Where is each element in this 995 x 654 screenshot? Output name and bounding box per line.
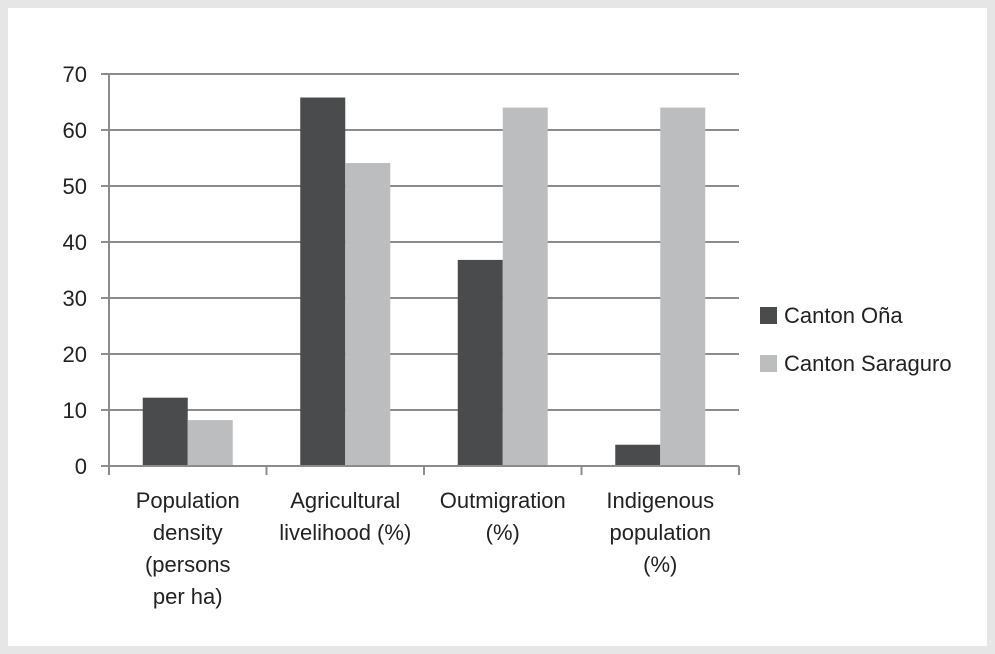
legend-label-canton-ona: Canton Oña bbox=[784, 303, 903, 328]
category-label: Indigenous bbox=[606, 488, 714, 513]
category-label: (%) bbox=[643, 552, 677, 577]
chart-panel: 0 10 20 30 40 50 60 70 Population density (person… bbox=[8, 8, 987, 646]
category-label: (persons bbox=[145, 552, 231, 577]
bar-canton-saraguro-1 bbox=[345, 163, 391, 467]
category-labels: Population density (persons per ha) Agricult… bbox=[136, 488, 714, 609]
bar-chart: 0 10 20 30 40 50 60 70 Population density (person… bbox=[63, 62, 952, 609]
bar-canton-saraguro-3 bbox=[660, 107, 706, 466]
gridlines bbox=[101, 73, 739, 411]
category-label: density bbox=[153, 520, 223, 545]
category-label: Agricultural bbox=[290, 488, 400, 513]
legend-swatch-canton-saraguro bbox=[760, 355, 777, 372]
category-label: per ha) bbox=[153, 584, 223, 609]
bar-canton-ona-1 bbox=[300, 97, 346, 467]
axes bbox=[101, 74, 740, 475]
bar-canton-saraguro-2 bbox=[502, 107, 548, 466]
y-tick-label: 0 bbox=[75, 454, 87, 479]
legend-label-canton-saraguro: Canton Saraguro bbox=[784, 351, 952, 376]
bar-canton-saraguro-0 bbox=[187, 420, 233, 466]
category-label: livelihood (%) bbox=[279, 520, 411, 545]
bar-canton-ona-2 bbox=[457, 259, 503, 466]
y-tick-label: 20 bbox=[63, 342, 87, 367]
bars bbox=[142, 97, 706, 467]
category-label: (%) bbox=[486, 520, 520, 545]
category-label: population bbox=[609, 520, 711, 545]
category-label: Population bbox=[136, 488, 240, 513]
y-tick-label: 60 bbox=[63, 118, 87, 143]
legend-swatch-canton-ona bbox=[760, 307, 777, 324]
y-tick-label: 50 bbox=[63, 174, 87, 199]
y-tick-label: 40 bbox=[63, 230, 87, 255]
bar-canton-ona-3 bbox=[615, 444, 661, 466]
y-tick-label: 30 bbox=[63, 286, 87, 311]
category-label: Outmigration bbox=[440, 488, 566, 513]
y-tick-label: 10 bbox=[63, 398, 87, 423]
y-tick-label: 70 bbox=[63, 62, 87, 87]
bar-canton-ona-0 bbox=[142, 397, 188, 466]
y-tick-labels: 0 10 20 30 40 50 60 70 bbox=[63, 62, 87, 479]
legend: Canton Oña Canton Saraguro bbox=[760, 303, 952, 376]
